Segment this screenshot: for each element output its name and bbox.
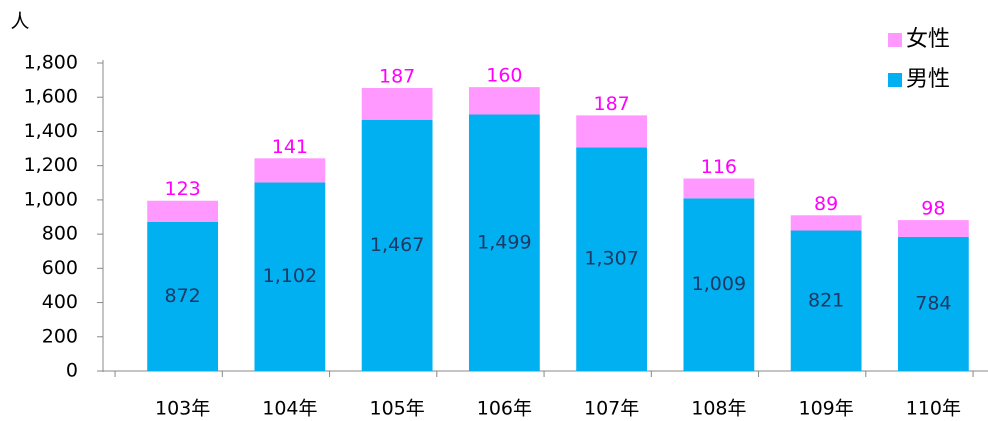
bar-segment <box>468 114 540 371</box>
value-label: 187 <box>593 93 629 115</box>
value-label: 98 <box>921 198 945 220</box>
value-label: 1,009 <box>692 273 746 295</box>
x-tick-label: 106年 <box>477 398 532 420</box>
bar-segment <box>147 200 219 222</box>
y-axis-label: 人 <box>10 11 29 33</box>
value-label: 116 <box>701 156 737 178</box>
value-label: 123 <box>164 178 200 200</box>
x-tick-label: 107年 <box>584 398 639 420</box>
value-label: 160 <box>486 65 522 87</box>
bar-segment <box>254 158 326 183</box>
value-label: 187 <box>379 65 415 87</box>
bar-segment <box>576 115 648 148</box>
legend-label: 男性 <box>906 67 950 92</box>
y-tick-label: 200 <box>42 325 78 347</box>
legend-swatch <box>888 73 902 87</box>
bar-segment <box>468 87 540 115</box>
y-tick-label: 0 <box>66 360 78 382</box>
bar-segment <box>897 236 969 371</box>
value-label: 872 <box>164 285 200 307</box>
legend-label: 女性 <box>906 27 950 52</box>
bar-segment <box>147 221 219 371</box>
y-tick-label: 800 <box>42 223 78 245</box>
y-tick-label: 1,400 <box>24 120 78 142</box>
value-label: 1,499 <box>477 231 531 253</box>
value-label: 89 <box>814 193 838 215</box>
bar-segment <box>790 230 862 371</box>
y-tick-label: 1,800 <box>24 52 78 74</box>
legend-swatch <box>888 33 902 47</box>
value-label: 821 <box>808 289 844 311</box>
value-label: 784 <box>915 292 951 314</box>
x-tick-label: 105年 <box>369 398 424 420</box>
bar-segment <box>361 119 433 371</box>
x-tick-label: 108年 <box>691 398 746 420</box>
y-tick-label: 1,600 <box>24 86 78 108</box>
x-tick-label: 104年 <box>262 398 317 420</box>
bar-segment <box>576 147 648 371</box>
bar-segment <box>361 87 433 120</box>
bar-segment <box>254 182 326 371</box>
y-tick-label: 1,200 <box>24 154 78 176</box>
bar-segment <box>897 220 969 237</box>
value-label: 1,102 <box>263 265 317 287</box>
y-tick-label: 1,000 <box>24 188 78 210</box>
y-tick-label: 400 <box>42 291 78 313</box>
x-tick-label: 103年 <box>155 398 210 420</box>
value-label: 141 <box>272 136 308 158</box>
bar-segment <box>683 198 755 371</box>
bar-segment <box>683 178 755 199</box>
bar-segment <box>790 215 862 231</box>
x-tick-label: 109年 <box>798 398 853 420</box>
y-tick-label: 600 <box>42 257 78 279</box>
value-label: 1,467 <box>370 234 424 256</box>
x-tick-label: 110年 <box>906 398 961 420</box>
value-label: 1,307 <box>584 248 638 270</box>
